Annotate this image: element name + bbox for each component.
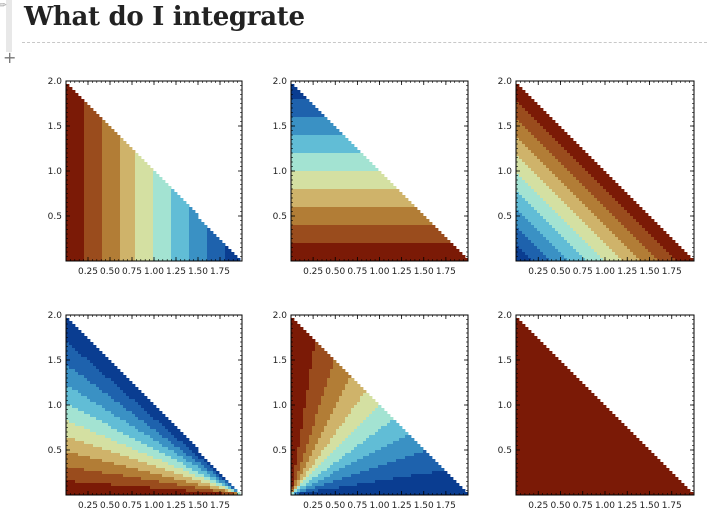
chart-panel-bottom-right: 0.25 0.50 0.75 1.00 1.25 1.50 1.75 0.5 1.0 1.5 2.0	[498, 311, 695, 511]
heatmap-field	[516, 318, 694, 496]
x-tick-label: 0.25	[78, 267, 98, 277]
chart-panel-top-middle: 0.25 0.50 0.75 1.00 1.25 1.50 1.75 0.5 1.0 1.5 2.0	[273, 77, 469, 277]
plus-icon[interactable]: +	[3, 48, 17, 67]
x-tick-label: 0.50	[100, 501, 120, 511]
x-tick-label: 1.75	[662, 501, 682, 511]
heatmap-field	[291, 318, 469, 496]
x-tick-label: 1.75	[210, 267, 230, 277]
x-tick-label: 0.25	[78, 501, 98, 511]
x-tick-label: 0.25	[303, 267, 323, 277]
y-tick-label: 1.0	[273, 167, 288, 177]
y-tick-label: 0.5	[273, 446, 287, 456]
x-tick-label: 1.25	[392, 267, 412, 277]
x-tick-label: 1.50	[188, 267, 208, 277]
chart-panel-top-right: 0.25 0.50 0.75 1.00 1.25 1.50 1.75 0.5 1.0 1.5 2.0	[498, 77, 695, 277]
y-tick-label: 0.5	[498, 446, 512, 456]
y-tick-label: 0.5	[498, 212, 512, 222]
x-tick-label: 1.50	[639, 267, 659, 277]
y-tick-label: 1.5	[498, 356, 512, 366]
heatmap-field	[516, 84, 694, 262]
y-tick-label: 1.5	[48, 122, 62, 132]
x-tick-label: 0.50	[325, 267, 345, 277]
y-tick-label: 0.5	[48, 212, 62, 222]
x-tick-label: 0.50	[325, 501, 345, 511]
x-tick-label: 0.75	[573, 267, 593, 277]
x-tick-label: 1.00	[369, 267, 389, 277]
y-tick-label: 1.0	[498, 401, 513, 411]
y-tick-label: 2.0	[498, 311, 513, 321]
cell-selection-bar[interactable]	[6, 0, 12, 52]
x-tick-label: 1.50	[639, 501, 659, 511]
y-tick-label: 1.5	[48, 356, 62, 366]
y-tick-label: 2.0	[48, 311, 63, 321]
x-tick-label: 0.25	[303, 501, 323, 511]
x-tick-label: 1.00	[595, 501, 615, 511]
y-tick-label: 1.0	[48, 401, 63, 411]
x-tick-label: 1.25	[617, 501, 637, 511]
y-tick-label: 2.0	[498, 77, 513, 87]
y-tick-label: 1.0	[273, 401, 288, 411]
y-tick-label: 1.5	[273, 122, 287, 132]
x-tick-label: 1.50	[414, 267, 434, 277]
heatmap-field	[66, 84, 241, 262]
left-gutter: ✎ +	[0, 0, 17, 531]
x-tick-label: 1.75	[436, 267, 456, 277]
y-tick-label: 0.5	[48, 446, 62, 456]
x-tick-label: 1.25	[392, 501, 412, 511]
y-tick-label: 1.5	[273, 356, 287, 366]
x-tick-label: 0.50	[100, 267, 120, 277]
x-tick-label: 0.75	[347, 267, 367, 277]
y-tick-label: 0.5	[273, 212, 287, 222]
x-tick-label: 1.50	[414, 501, 434, 511]
x-tick-label: 1.75	[210, 501, 230, 511]
chart-panel-bottom-middle: 0.25 0.50 0.75 1.00 1.25 1.50 1.75 0.5 1.0 1.5 2.0	[273, 311, 469, 511]
x-tick-label: 0.25	[528, 501, 548, 511]
title-divider	[22, 42, 707, 43]
x-tick-label: 0.75	[122, 267, 142, 277]
x-tick-label: 1.00	[144, 267, 164, 277]
y-tick-label: 1.5	[498, 122, 512, 132]
x-tick-label: 1.00	[144, 501, 164, 511]
y-tick-label: 1.0	[48, 167, 63, 177]
x-tick-label: 1.25	[617, 267, 637, 277]
x-tick-label: 0.50	[550, 501, 570, 511]
x-tick-label: 0.75	[347, 501, 367, 511]
y-tick-label: 1.0	[498, 167, 513, 177]
x-tick-label: 1.00	[369, 501, 389, 511]
x-tick-label: 1.75	[436, 501, 456, 511]
x-tick-label: 1.50	[188, 501, 208, 511]
x-tick-label: 1.25	[166, 267, 186, 277]
x-tick-label: 1.25	[166, 501, 186, 511]
x-tick-label: 0.75	[573, 501, 593, 511]
x-tick-label: 0.50	[550, 267, 570, 277]
heatmap-field	[291, 84, 469, 262]
y-tick-label: 2.0	[273, 311, 288, 321]
x-tick-label: 0.25	[528, 267, 548, 277]
x-tick-label: 1.00	[595, 267, 615, 277]
x-tick-label: 1.75	[662, 267, 682, 277]
heatmap-field	[66, 318, 241, 496]
y-tick-label: 2.0	[48, 77, 63, 87]
page-title: What do I integrate	[24, 2, 305, 32]
chart-panel-top-left: 0.25 0.50 0.75 1.00 1.25 1.50 1.75 0.5 1.0 1.5 2.0	[48, 77, 243, 277]
y-tick-label: 2.0	[273, 77, 288, 87]
chart-panel-bottom-left: 0.25 0.50 0.75 1.00 1.25 1.50 1.75 0.5 1.0 1.5 2.0	[48, 311, 243, 511]
x-tick-label: 0.75	[122, 501, 142, 511]
